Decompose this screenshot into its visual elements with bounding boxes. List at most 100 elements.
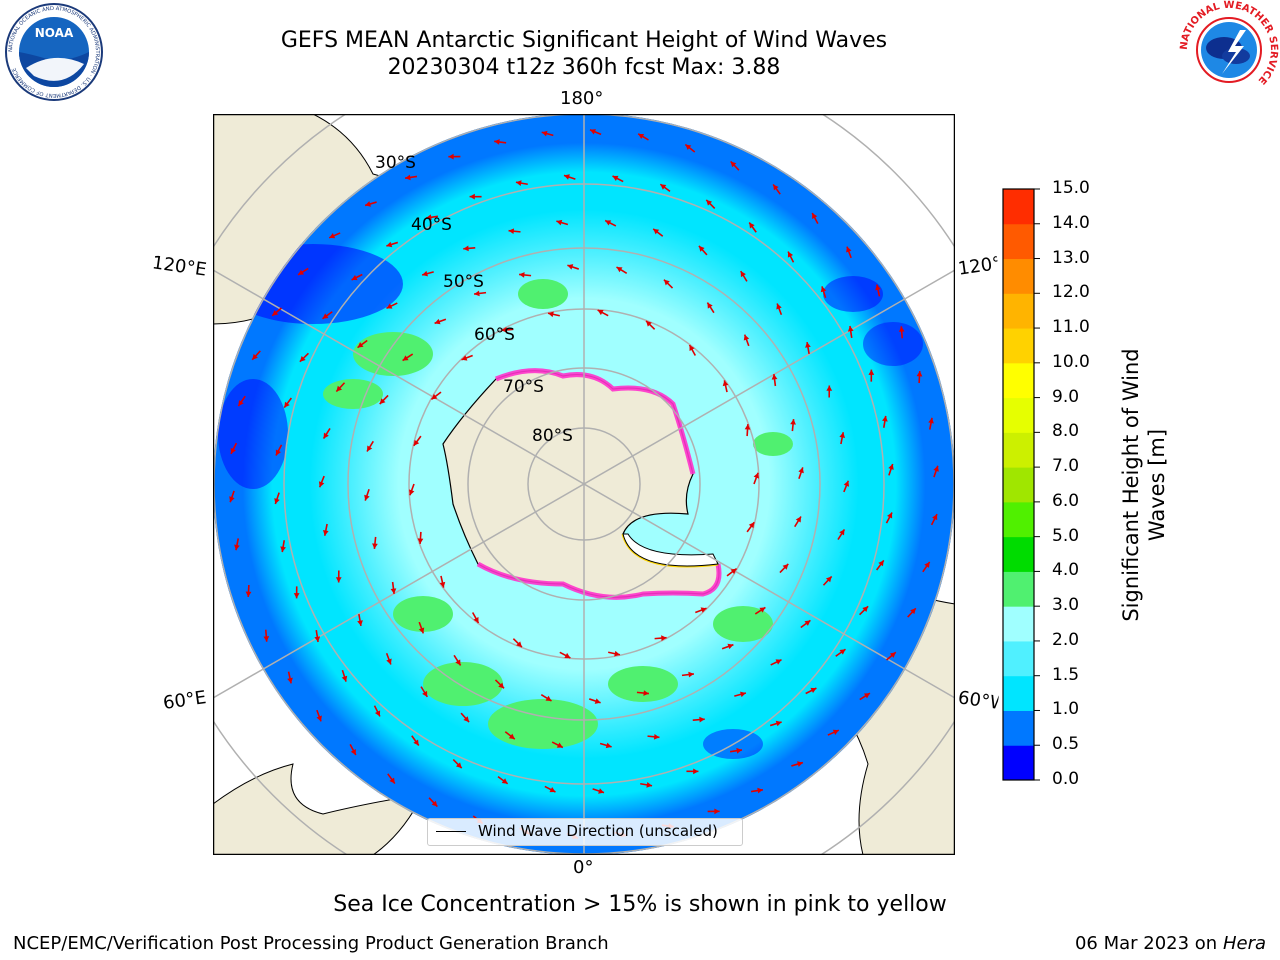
wave-direction-arrowhead (455, 762, 462, 769)
wave-direction-arrowhead (875, 284, 881, 291)
wave-direction-arrowhead (474, 290, 480, 297)
wave-direction-arrowhead (916, 371, 923, 377)
wave-direction-arrowhead (367, 445, 373, 452)
wave-direction-arrowhead (408, 489, 415, 496)
colorbar-label: Significant Height of Wind Waves [m] (1118, 345, 1170, 625)
wave-direction-arrowhead (749, 222, 755, 229)
wave-direction-arrowhead (316, 715, 322, 722)
wave-direction-arrowhead (616, 267, 623, 273)
wave-direction-arrowhead (314, 636, 321, 642)
meridian-label-0: 0° (573, 857, 594, 878)
wave-direction-arrowhead (322, 530, 329, 536)
colorbar-segment (1003, 710, 1034, 746)
noaa-logo: NOAA NATIONAL OCEANIC AND ATMOSPHERIC AD… (5, 3, 103, 101)
wave-direction-arrowhead (413, 739, 419, 746)
wave-direction-arrowhead (567, 264, 574, 270)
wave-direction-arrowhead (820, 286, 827, 293)
wave-direction-arrowhead (887, 512, 893, 519)
wave-direction-arrowhead (597, 310, 604, 316)
meridian-label-120e: 120°E (150, 252, 208, 281)
wave-direction-arrowhead (402, 355, 409, 361)
wave-direction-arrowhead (812, 212, 818, 219)
wave-direction-arrowhead (846, 246, 852, 253)
wave-direction-arrowhead (612, 175, 619, 181)
colorbar-segment (1003, 432, 1034, 468)
wave-direction-arrowhead (605, 742, 612, 749)
wind-wave-arrows (229, 129, 939, 839)
wave-direction-arrowhead (743, 334, 750, 341)
wave-direction-arrowhead (589, 129, 596, 135)
colorbar-label-line1: Significant Height of Wind (1119, 348, 1143, 622)
legend-label: Wind Wave Direction (unscaled) (478, 822, 718, 840)
wave-direction-arrowhead (759, 607, 766, 613)
wave-direction-arrowhead (832, 729, 839, 735)
wave-direction-arrowhead (508, 228, 515, 235)
wave-direction-arrowhead (413, 439, 420, 446)
wave-direction-arrowhead (322, 313, 329, 319)
wave-direction-arrowhead (805, 342, 811, 348)
wave-direction-arrowhead (299, 355, 306, 362)
footer-date: 06 Mar 2023 on Hera (1075, 933, 1266, 954)
colorbar-segment (1003, 397, 1034, 433)
colorbar-tick-label: 1.5 (1052, 664, 1080, 685)
noaa-logo-text: NOAA (35, 26, 74, 40)
wave-direction-arrowhead (643, 690, 649, 696)
wave-direction-arrowhead (298, 269, 305, 275)
chart-subtitle: 20230304 t12z 360h fcst Max: 3.88 (387, 55, 781, 80)
wave-direction-arrowhead (498, 682, 505, 689)
footer-date-text: 06 Mar 2023 on (1074, 933, 1218, 954)
legend-line-swatch (436, 831, 466, 832)
lat-label-80s: 80°S (532, 426, 573, 446)
wave-direction-arrowhead (541, 130, 548, 137)
wave-direction-arrowhead (335, 577, 342, 583)
wave-direction-arrowhead (386, 241, 393, 248)
wave-direction-arrowhead (663, 279, 670, 286)
wave-direction-arrowhead (661, 635, 667, 641)
wave-direction-arrowhead (722, 380, 729, 387)
wave-direction-arrowhead (556, 219, 563, 226)
wave-direction-arrowhead (775, 720, 782, 727)
wave-direction-arrowhead (882, 415, 888, 422)
wave-direction-arrowhead (730, 161, 737, 168)
wave-direction-arrowhead (245, 591, 252, 597)
wave-direction-arrowhead (825, 576, 832, 583)
wave-direction-arrowhead (469, 193, 475, 200)
wave-direction-arrowhead (434, 318, 441, 325)
lat-label-30s: 30°S (375, 153, 416, 173)
chart-title: GEFS MEAN Antarctic Significant Height o… (280, 28, 888, 53)
wave-direction-arrowhead (280, 546, 286, 553)
wave-direction-arrowhead (418, 627, 425, 634)
wave-direction-arrowhead (372, 543, 378, 549)
wave-direction-arrowhead (594, 698, 601, 704)
wave-direction-arrowhead (515, 180, 522, 186)
colorbar-tick-label: 2.0 (1052, 629, 1080, 650)
wave-direction-arrowhead (516, 641, 522, 648)
colorbar-segment (1003, 536, 1034, 572)
wave-direction-arrowhead (374, 710, 381, 717)
wave-direction-arrowhead (318, 481, 325, 488)
wave-direction-arrowhead (365, 201, 371, 207)
wave-direction-arrowhead (519, 272, 525, 278)
wave-direction-arrowhead (463, 245, 469, 252)
wave-direction-arrowhead (230, 447, 236, 454)
wave-direction-arrowhead (390, 588, 397, 594)
wave-direction-arrowhead (494, 139, 500, 145)
wave-direction-arrowhead (775, 659, 782, 665)
wave-direction-arrowhead (336, 385, 343, 392)
wave-direction-arrowhead (548, 311, 554, 318)
wave-direction-arrowhead (287, 677, 293, 684)
wave-direction-arrowhead (740, 691, 746, 698)
colorbar-segment (1003, 675, 1034, 711)
colorbar-tick-label: 13.0 (1052, 247, 1090, 268)
wave-direction-arrowhead (790, 419, 796, 425)
wave-direction-arrowhead (646, 782, 653, 788)
footer-host: Hera (1222, 933, 1266, 954)
wave-direction-arrowhead (797, 761, 803, 767)
wave-direction-arrowhead (757, 787, 763, 794)
meridian-label-180: 180° (560, 88, 604, 109)
wave-direction-arrowhead (736, 747, 742, 754)
wave-direction-arrowhead (798, 467, 804, 474)
lat-label-50s: 50°S (443, 272, 484, 292)
wave-direction-arrowhead (431, 800, 438, 807)
lat-label-70s: 70°S (503, 377, 544, 397)
